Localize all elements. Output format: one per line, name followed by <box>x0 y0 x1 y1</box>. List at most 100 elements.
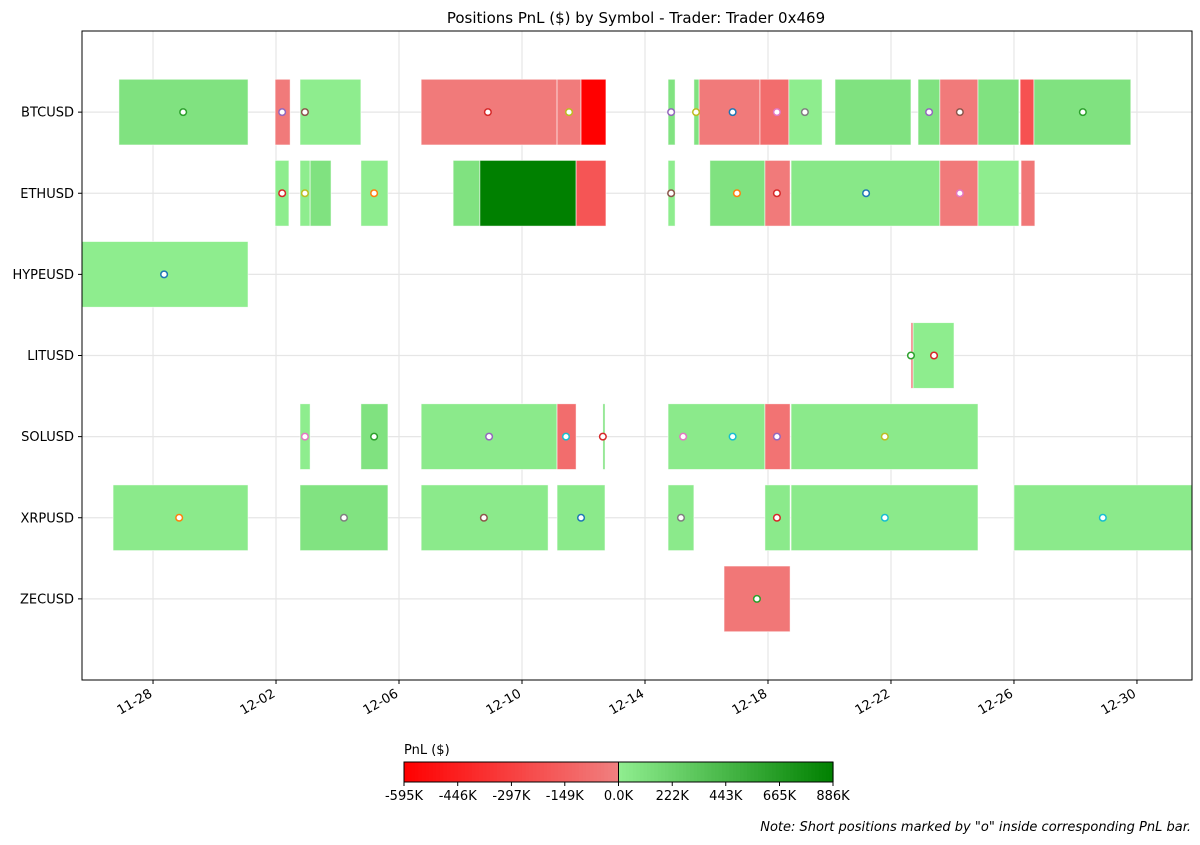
colorbar-segment <box>496 762 502 782</box>
colorbar: -595K -446K -297K -149K 0.0K 222K 443K 665K 886K <box>385 761 850 804</box>
colorbar-segment <box>765 762 770 782</box>
colorbar-segment <box>411 762 416 782</box>
colorbar-segment <box>507 762 512 782</box>
colorbar-tick-label: -446K <box>439 789 478 804</box>
x-tick-label: 12-06 <box>361 686 401 718</box>
colorbar-tick-label: -595K <box>385 789 424 804</box>
colorbar-segment <box>800 762 805 782</box>
colorbar-segment <box>754 762 759 782</box>
colorbar-segment <box>418 762 423 782</box>
y-tick-label: SOLUSD <box>21 430 74 445</box>
short-marker <box>880 513 889 522</box>
colorbar-segment <box>582 762 587 782</box>
colorbar-segment <box>600 762 605 782</box>
colorbar-segment <box>564 762 570 782</box>
colorbar-segment <box>443 762 448 782</box>
colorbar-segment <box>782 762 788 782</box>
colorbar-segment <box>632 762 637 782</box>
colorbar-segment <box>536 762 541 782</box>
colorbar-label: PnL ($) <box>404 743 450 758</box>
colorbar-segment <box>686 762 691 782</box>
colorbar-segment <box>482 762 487 782</box>
chart-title: Positions PnL ($) by Symbol - Trader: Tr… <box>447 9 825 27</box>
colorbar-segment <box>457 762 462 782</box>
colorbar-segment <box>740 762 745 782</box>
colorbar-segment <box>511 762 516 782</box>
colorbar-segment <box>711 762 716 782</box>
colorbar-segment <box>639 762 645 782</box>
colorbar-segment <box>414 762 419 782</box>
short-marker <box>576 513 586 522</box>
short-marker <box>278 108 287 117</box>
short-marker <box>1098 513 1107 522</box>
x-tick-label: 12-14 <box>607 686 647 718</box>
colorbar-segment <box>732 762 738 782</box>
colorbar-tick-label: -297K <box>492 789 531 804</box>
short-marker <box>929 351 939 360</box>
colorbar-segment <box>654 762 659 782</box>
colorbar-segment <box>811 762 816 782</box>
colorbar-segment <box>404 762 409 782</box>
colorbar-segment <box>614 762 620 782</box>
colorbar-segment <box>722 762 727 782</box>
short-marker <box>278 189 287 198</box>
short-marker <box>483 108 492 117</box>
colorbar-tick-label: 0.0K <box>604 789 634 804</box>
colorbar-segment <box>804 762 809 782</box>
colorbar-segment <box>557 762 562 782</box>
pnl-bar <box>977 78 1020 146</box>
colorbar-segment <box>643 762 648 782</box>
x-tick-label: 12-02 <box>238 686 278 718</box>
colorbar-segment <box>779 762 784 782</box>
colorbar-segment <box>529 762 534 782</box>
colorbar-segment <box>775 762 780 782</box>
short-marker <box>667 189 676 198</box>
colorbar-segment <box>679 762 684 782</box>
colorbar-segment <box>647 762 652 782</box>
colorbar-segment <box>657 762 662 782</box>
colorbar-segment <box>822 762 827 782</box>
x-tick-label: 12-26 <box>976 686 1016 718</box>
short-marker <box>479 513 488 522</box>
colorbar-segment <box>729 762 734 782</box>
colorbar-segment <box>675 762 680 782</box>
colorbar-segment <box>786 762 791 782</box>
colorbar-segment <box>697 762 702 782</box>
colorbar-segment <box>493 762 498 782</box>
colorbar-tick-label: 886K <box>816 789 850 804</box>
short-marker <box>955 189 964 198</box>
colorbar-segment <box>668 762 673 782</box>
short-marker <box>300 189 309 198</box>
colorbar-segment <box>807 762 813 782</box>
y-tick-label: XRPUSD <box>20 511 74 526</box>
colorbar-segment <box>450 762 455 782</box>
colorbar-segment <box>518 762 523 782</box>
y-tick-label: BTCUSD <box>21 106 74 121</box>
colorbar-segment <box>475 762 480 782</box>
short-marker <box>955 108 964 117</box>
short-marker <box>175 513 184 522</box>
pnl-bar <box>575 159 607 227</box>
short-marker <box>676 513 686 522</box>
colorbar-segment <box>486 762 491 782</box>
colorbar-segment <box>829 762 834 782</box>
colorbar-segment <box>504 762 509 782</box>
short-marker <box>160 270 169 279</box>
colorbar-segment <box>661 762 666 782</box>
short-marker <box>772 108 781 117</box>
colorbar-segment <box>704 762 709 782</box>
colorbar-segment <box>625 762 630 782</box>
colorbar-segment <box>693 762 698 782</box>
y-tick-label: LITUSD <box>27 349 74 364</box>
pnl-bar <box>299 78 362 146</box>
colorbar-segment <box>543 762 548 782</box>
colorbar-segment <box>454 762 459 782</box>
colorbar-segment <box>793 762 798 782</box>
x-tick-label: 11-28 <box>115 686 155 718</box>
y-tick-label: ETHUSD <box>20 187 74 202</box>
colorbar-segment <box>586 762 591 782</box>
short-marker <box>485 432 494 441</box>
x-tick-label: 12-10 <box>484 686 524 718</box>
x-tick-label: 12-22 <box>853 686 893 718</box>
colorbar-segment <box>514 762 519 782</box>
